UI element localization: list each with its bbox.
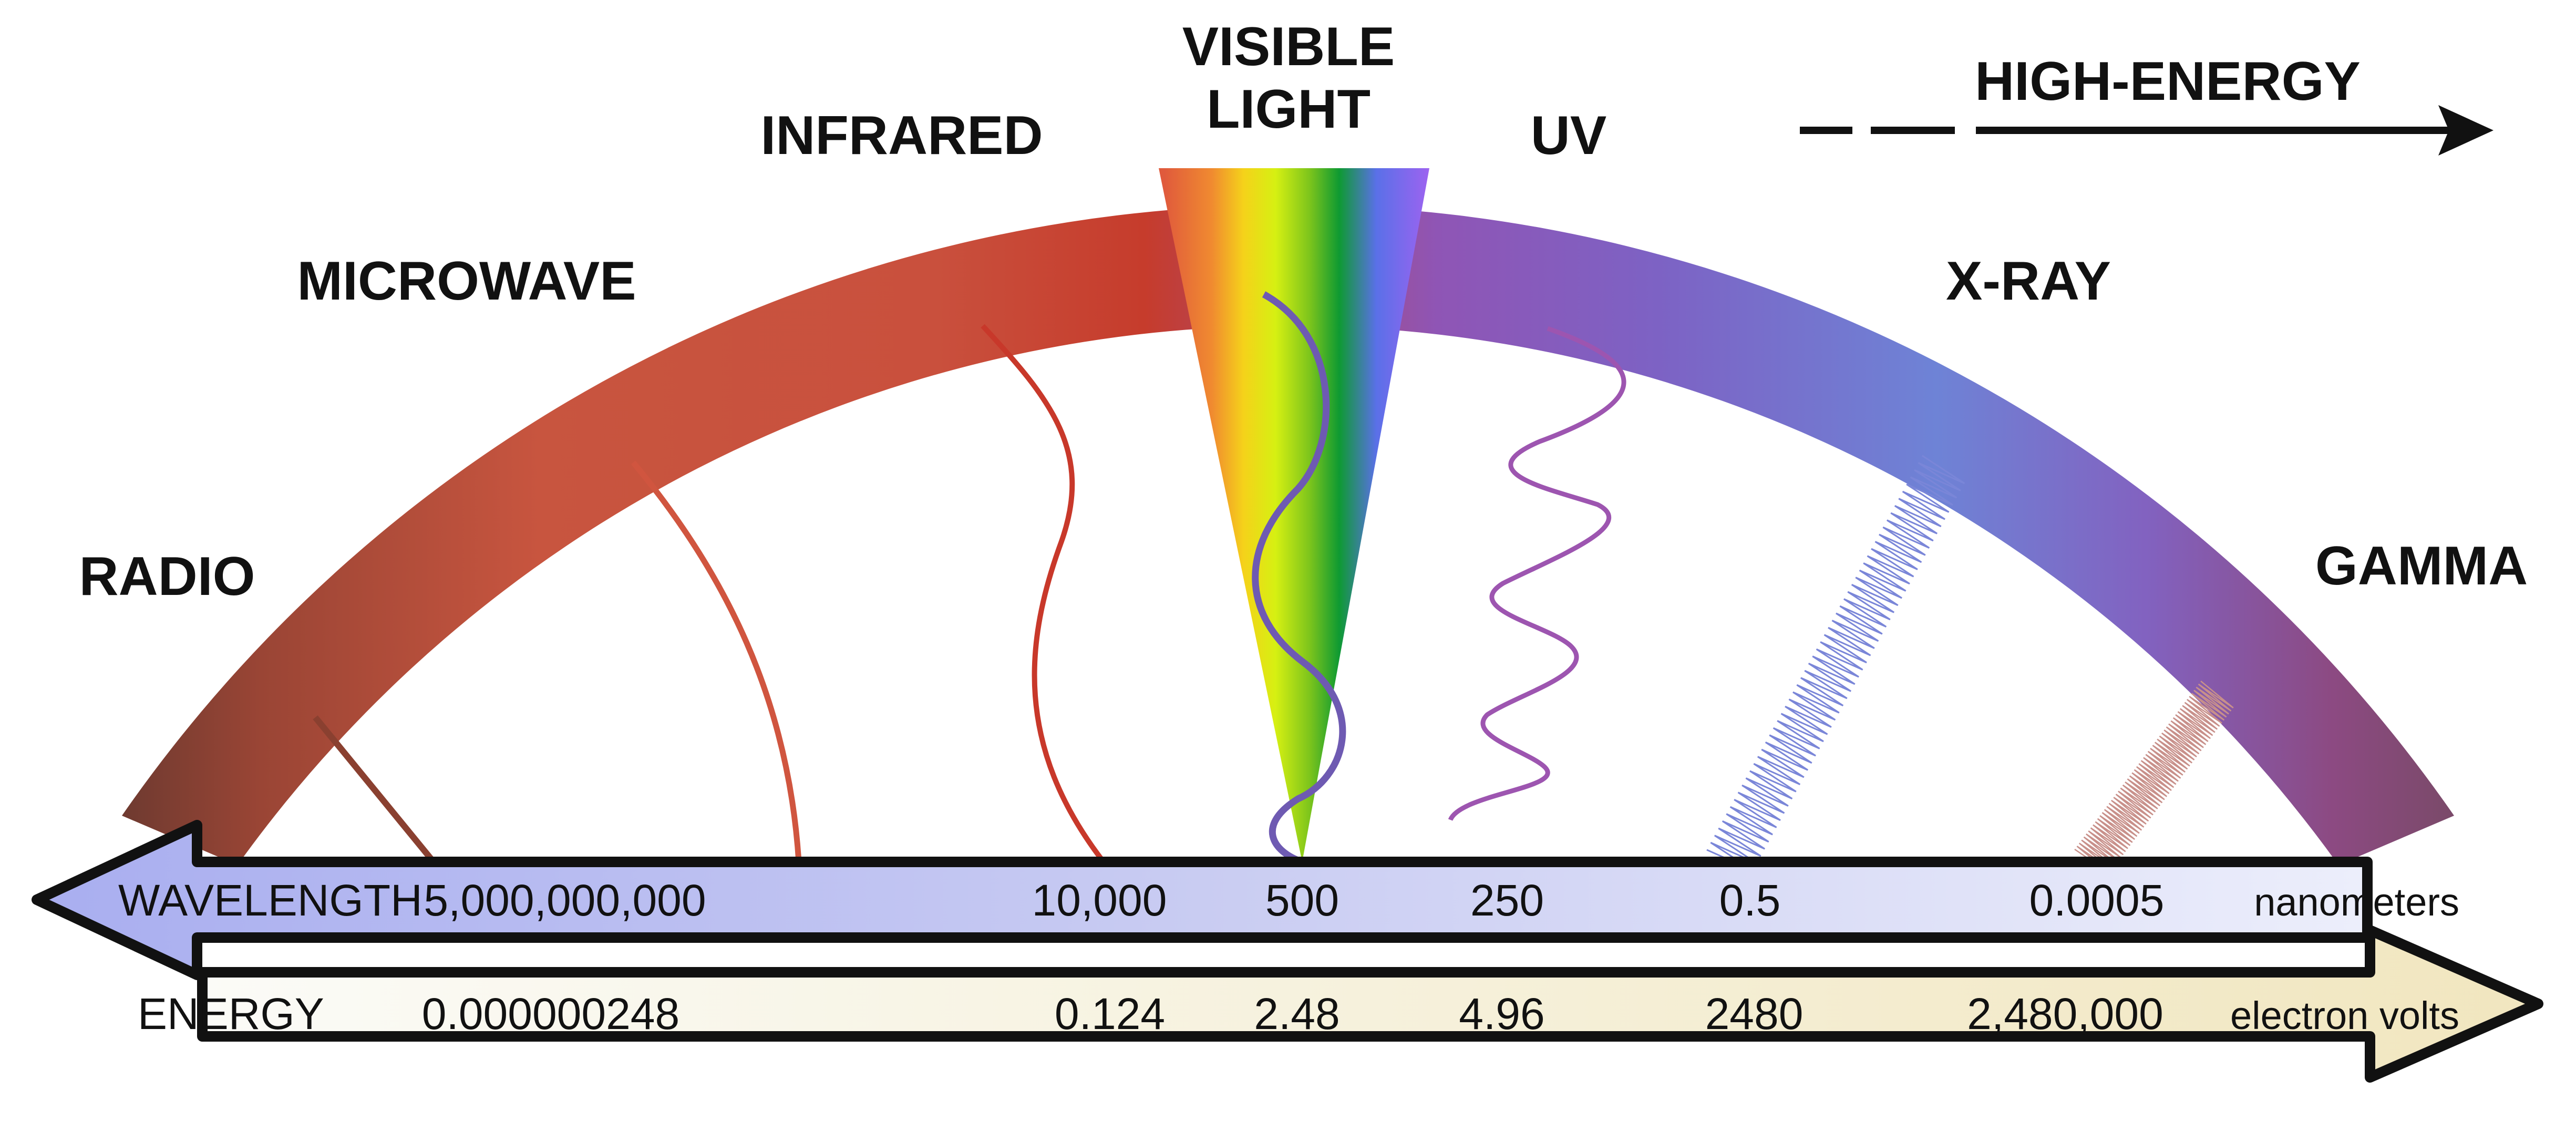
visible-light-wedge [1159, 168, 1429, 862]
energy-value: 2,480,000 [1967, 989, 2163, 1038]
wavelength-value: 0.5 [1719, 876, 1781, 925]
energy-arrow [197, 925, 2543, 1083]
label-uv: UV [1531, 105, 1606, 166]
energy-value: 0.124 [1055, 989, 1165, 1038]
energy-value: 2.48 [1254, 989, 1340, 1038]
wave-radio [313, 715, 436, 864]
wave-gamma [2074, 681, 2234, 874]
spectrum-arc [122, 205, 2454, 866]
wavelength-unit: nanometers [2254, 880, 2459, 924]
wavelength-value: 250 [1470, 876, 1544, 925]
xray-wave-path [1706, 455, 1965, 871]
wavelength-value: 10,000 [1032, 876, 1167, 925]
wave-microwave [631, 460, 802, 862]
label-visible-line2: LIGHT [1207, 79, 1371, 140]
label-radio: RADIO [79, 546, 255, 607]
wave-visible [1252, 291, 1346, 866]
label-infrared: INFRARED [760, 105, 1043, 166]
label-microwave: MICROWAVE [297, 251, 636, 312]
wave-infrared [981, 324, 1106, 864]
wavelength-value: 5,000,000,000 [424, 876, 706, 925]
energy-value: 4.96 [1459, 989, 1545, 1038]
wavelength-value: 500 [1265, 876, 1339, 925]
wave-xray [1706, 455, 1965, 871]
energy-label: ENERGY [138, 989, 324, 1038]
high-energy-arrow [1800, 105, 2493, 156]
energy-value: 2480 [1705, 989, 1804, 1038]
label-xray: X-RAY [1946, 251, 2111, 312]
gamma-wave-path [2074, 681, 2234, 874]
energy-value: 0.000000248 [422, 989, 680, 1038]
wave-uv [1448, 326, 1626, 821]
energy-unit: electron volts [2230, 994, 2459, 1037]
wavelength-arrow [32, 820, 2373, 980]
label-high-energy: HIGH-ENERGY [1975, 51, 2361, 112]
wavelength-value: 0.0005 [2029, 876, 2165, 925]
label-visible-line1: VISIBLE [1182, 16, 1395, 77]
label-gamma: GAMMA [2315, 536, 2528, 597]
wavelength-label: WAVELENGTH [118, 876, 423, 925]
